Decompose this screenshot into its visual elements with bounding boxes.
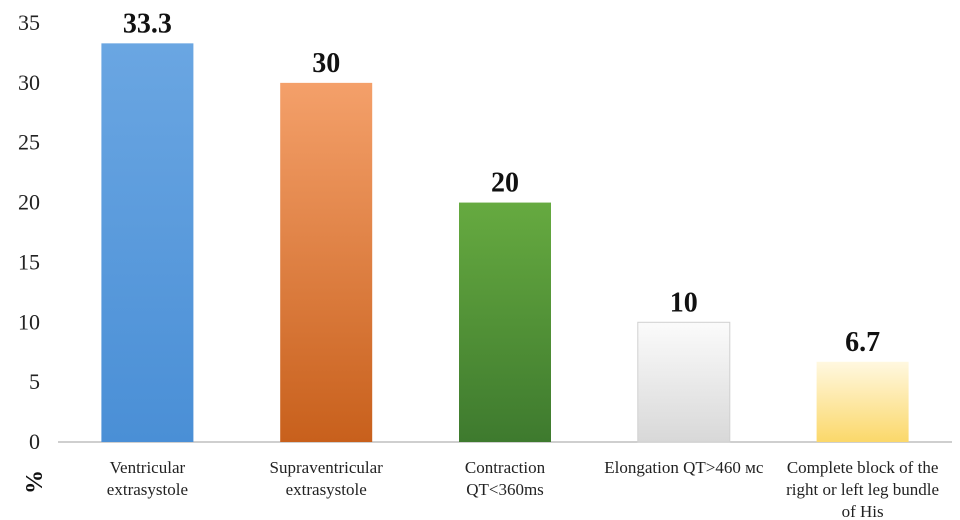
bar	[637, 321, 731, 443]
y-axis-label: %	[22, 470, 48, 494]
bar-value-label: 10	[670, 287, 698, 318]
y-tick-label: 25	[18, 130, 40, 155]
bar	[280, 82, 373, 442]
category-label: Contraction QT<360ms	[465, 458, 546, 499]
y-tick-label: 10	[18, 309, 40, 334]
bar	[459, 202, 551, 442]
y-tick-label: 5	[29, 369, 40, 394]
y-axis-ticks: 0 5 10 15 20 25 30 35	[18, 10, 40, 454]
y-tick-label: 20	[18, 190, 40, 215]
category-label: Elongation QT>460 мс	[604, 458, 764, 477]
bar-value-label: 33.3	[123, 8, 172, 39]
bars	[101, 43, 909, 443]
y-tick-label: 35	[18, 10, 40, 35]
y-tick-label: 0	[29, 429, 40, 454]
bar-value-label: 20	[491, 168, 519, 199]
y-tick-label: 30	[18, 70, 40, 95]
bar	[816, 361, 909, 442]
y-tick-label: 15	[18, 249, 40, 274]
bar-value-label: 6.7	[845, 327, 880, 358]
value-labels: 33.3 30 20 10 6.7	[123, 8, 880, 357]
category-label: Supraventricular extrasystole	[270, 458, 384, 499]
category-label: Ventricular extrasystole	[107, 458, 188, 499]
bar	[101, 43, 194, 442]
category-label: Complete block of the right or left leg b…	[786, 458, 939, 520]
category-labels: Ventricular extrasystole Supraventricular e…	[107, 458, 939, 520]
bar-value-label: 30	[312, 48, 340, 79]
